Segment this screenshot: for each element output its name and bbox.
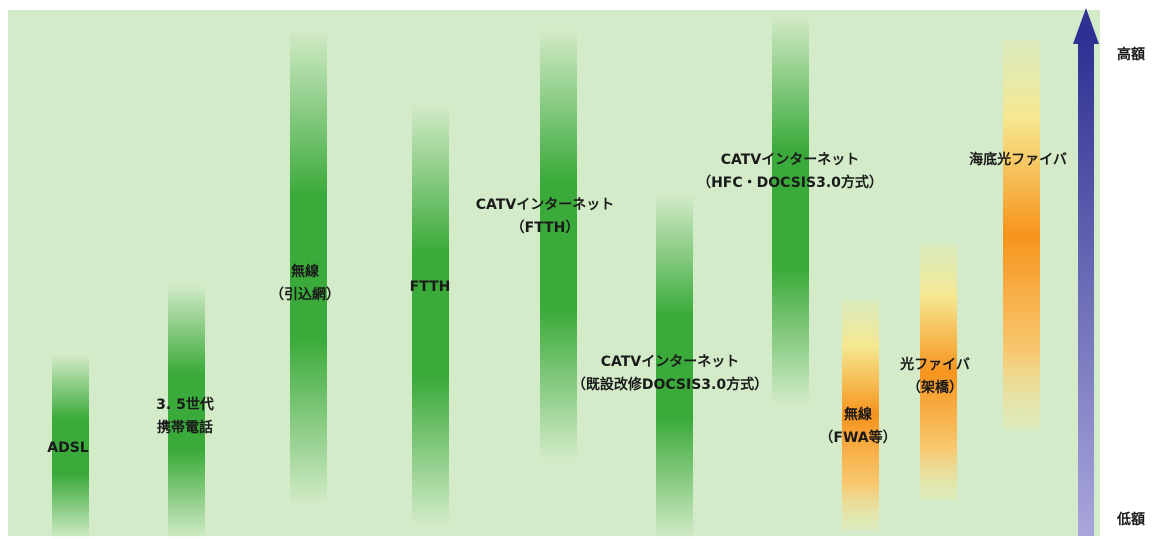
node-label: CATVインターネット [601,354,739,370]
node-label: ADSL [47,440,89,456]
cost-bar [842,300,879,530]
node-label: CATVインターネット [721,152,859,168]
node-label: （FWA等） [819,429,896,446]
cost-bar [290,30,327,505]
low-label: 低額 [1116,511,1145,528]
node-label: 3. 5世代 [156,396,214,413]
node-label: 携帯電話 [157,419,213,436]
node-label: 無線 [291,263,319,280]
node-label: CATVインターネット [476,197,614,213]
node-label: FTTH [410,279,451,295]
node-label: 光ファイバ [899,356,970,373]
node-label: （既設改修DOCSIS3.0方式） [572,376,768,393]
cost-bar [412,105,449,525]
cost-bar [52,355,89,539]
node-label: 無線 [844,406,872,423]
arrow-shaft [1078,40,1094,536]
cost-bar [168,285,205,539]
cost-bar [920,245,957,500]
cost-bar [540,30,577,460]
arrow-head [1073,8,1099,44]
node-label: （引込網） [270,286,340,303]
cost-bar [1003,40,1040,430]
node-label: （架橋） [907,379,963,396]
node-label: （FTTH） [511,220,580,236]
cost-bar [772,15,809,405]
node-label: （HFC・DOCSIS3.0方式） [697,174,883,191]
bars [52,15,1040,539]
high-label: 高額 [1117,46,1145,63]
node-label: 海底光ファイバ [969,151,1067,168]
cost-bar [656,195,693,539]
